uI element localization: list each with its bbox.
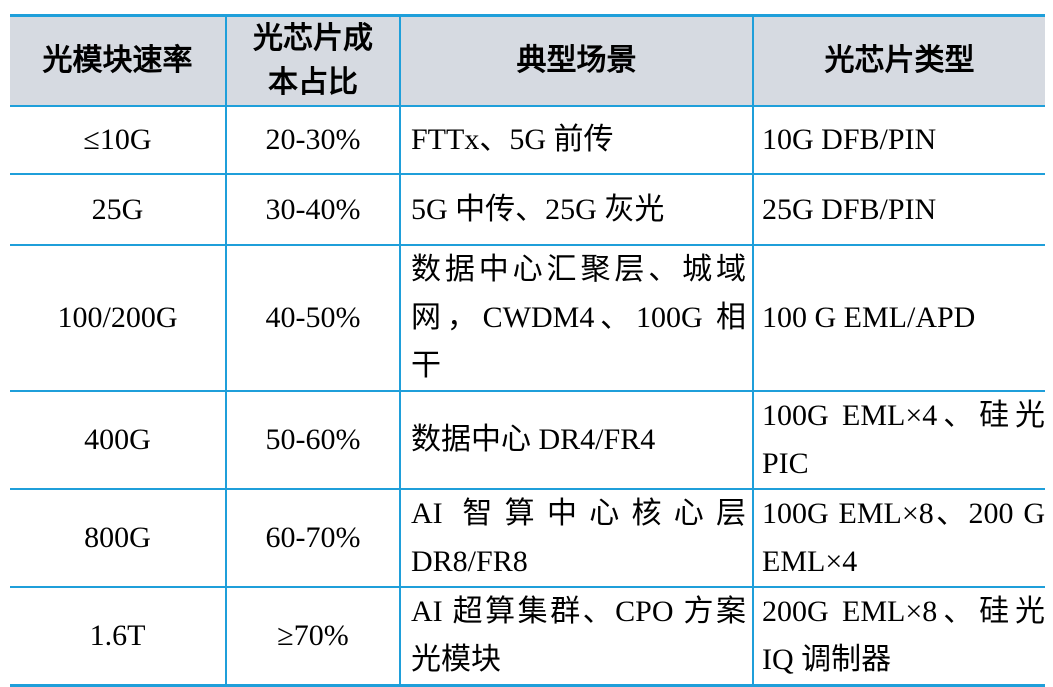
cell-typical-scenario: FTTx、5G 前传 <box>399 105 754 175</box>
cell-cost-share: ≥70% <box>225 586 401 687</box>
cell-typical-scenario: 数据中心汇聚层、城域网，CWDM4、100G 相干 <box>399 244 754 392</box>
header-row: 光模块速率 光芯片成 本占比 典型场景 光芯片类型 <box>10 14 1045 107</box>
cell-module-speed: 25G <box>10 173 227 246</box>
cell-module-speed: 100/200G <box>10 244 227 392</box>
optical-module-chip-table: 光模块速率 光芯片成 本占比 典型场景 光芯片类型 ≤10G 20-30% FT… <box>10 14 1045 687</box>
cell-chip-type: 200G EML×8、硅光 IQ 调制器 <box>752 586 1045 687</box>
cell-module-speed: 400G <box>10 390 227 490</box>
cell-module-speed: 1.6T <box>10 586 227 687</box>
cell-cost-share: 40-50% <box>225 244 401 392</box>
cell-chip-type: 100G EML×4、硅光 PIC <box>752 390 1045 490</box>
cell-cost-share: 20-30% <box>225 105 401 175</box>
col-header-chip-cost-share: 光芯片成 本占比 <box>225 14 401 107</box>
table-row: 800G 60-70% AI 智算中心核心层 DR8/FR8 100G EML×… <box>10 488 1045 588</box>
table-row: 100/200G 40-50% 数据中心汇聚层、城域网，CWDM4、100G 相… <box>10 244 1045 392</box>
cell-chip-type: 100G EML×8、200 G EML×4 <box>752 488 1045 588</box>
cell-cost-share: 60-70% <box>225 488 401 588</box>
table-row: 1.6T ≥70% AI 超算集群、CPO 方案光模块 200G EML×8、硅… <box>10 586 1045 687</box>
col-header-typical-scenario: 典型场景 <box>399 14 754 107</box>
cell-typical-scenario: AI 智算中心核心层 DR8/FR8 <box>399 488 754 588</box>
table-row: 400G 50-60% 数据中心 DR4/FR4 100G EML×4、硅光 P… <box>10 390 1045 490</box>
cell-chip-type: 10G DFB/PIN <box>752 105 1045 175</box>
cell-module-speed: 800G <box>10 488 227 588</box>
cell-module-speed: ≤10G <box>10 105 227 175</box>
cell-typical-scenario: 5G 中传、25G 灰光 <box>399 173 754 246</box>
col-header-chip-type: 光芯片类型 <box>752 14 1045 107</box>
col-header-module-speed: 光模块速率 <box>10 14 227 107</box>
cell-chip-type: 25G DFB/PIN <box>752 173 1045 246</box>
cell-typical-scenario: AI 超算集群、CPO 方案光模块 <box>399 586 754 687</box>
cell-typical-scenario: 数据中心 DR4/FR4 <box>399 390 754 490</box>
table-row: ≤10G 20-30% FTTx、5G 前传 10G DFB/PIN <box>10 105 1045 175</box>
cell-cost-share: 50-60% <box>225 390 401 490</box>
optical-module-table-container: 光模块速率 光芯片成 本占比 典型场景 光芯片类型 ≤10G 20-30% FT… <box>10 14 1045 687</box>
cell-chip-type: 100 G EML/APD <box>752 244 1045 392</box>
cell-cost-share: 30-40% <box>225 173 401 246</box>
table-row: 25G 30-40% 5G 中传、25G 灰光 25G DFB/PIN <box>10 173 1045 246</box>
